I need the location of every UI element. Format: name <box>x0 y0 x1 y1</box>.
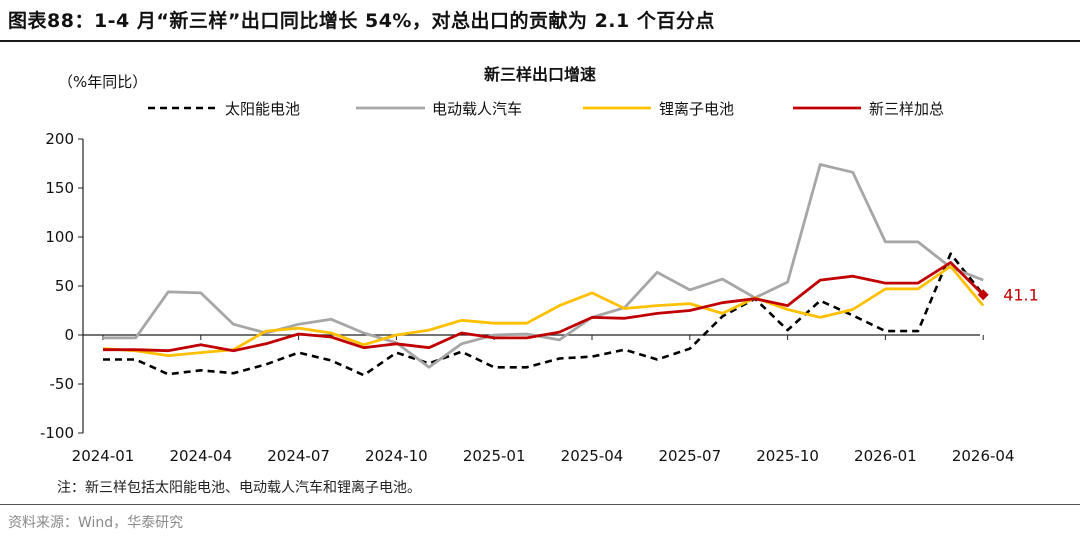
series-line-3 <box>102 264 985 358</box>
chart-note: 注：新三样包括太阳能电池、电动载人汽车和锂离子电池。 <box>57 480 421 496</box>
y-tick-label: 100 <box>45 228 74 246</box>
figure-title: 图表88：1-4 月“新三样”出口同比增长 54%，对总出口的贡献为 2.1 个… <box>8 10 715 32</box>
annotation-marker <box>977 289 989 301</box>
y-tick-label: 150 <box>45 179 74 197</box>
x-tick-label: 2024-10 <box>365 447 428 465</box>
x-tick-label: 2026-04 <box>952 447 1015 465</box>
series-line-2 <box>103 163 984 369</box>
x-tick-label: 2025-04 <box>561 447 624 465</box>
x-tick-label: 2025-07 <box>658 447 721 465</box>
legend-label-3: 锂离子电池 <box>659 100 734 118</box>
legend-label-4: 新三样加总 <box>869 100 944 118</box>
annotation-group: 41.1 <box>977 286 1039 305</box>
series-line-4 <box>103 261 985 353</box>
series-line-1 <box>103 252 985 377</box>
annotation-label: 41.1 <box>1003 286 1039 305</box>
y-tick-label: 50 <box>55 277 74 295</box>
series-group <box>102 163 985 377</box>
legend: 太阳能电池 电动载人汽车 锂离子电池 新三样加总 <box>148 100 944 118</box>
legend-label-1: 太阳能电池 <box>225 100 300 118</box>
x-tick-label: 2024-07 <box>267 447 330 465</box>
axes: -100 -50 0 50 100 150 200 2024-01 2024-04 2024-07… <box>40 130 1015 465</box>
line-chart: 新三样出口增速 （%年同比） 太阳能电池 电动载人汽车 锂离子电池 新三样加总 -10… <box>40 65 1039 465</box>
y-tick-label: 200 <box>45 130 74 148</box>
x-tick-label: 2025-01 <box>463 447 526 465</box>
y-tick-label: -50 <box>50 375 75 393</box>
y-tick-label: -100 <box>40 424 74 442</box>
x-tick-label: 2024-01 <box>72 447 135 465</box>
x-tick-label: 2024-04 <box>169 447 232 465</box>
x-tick-label: 2025-10 <box>756 447 819 465</box>
legend-label-2: 电动载人汽车 <box>432 100 522 118</box>
title-divider <box>0 40 1080 42</box>
source-text: 资料来源：Wind，华泰研究 <box>8 515 184 531</box>
x-tick-label: 2026-01 <box>854 447 917 465</box>
y-axis-label: （%年同比） <box>58 73 147 91</box>
y-tick-label: 0 <box>64 326 74 344</box>
chart-title: 新三样出口增速 <box>484 65 596 84</box>
bottom-divider <box>0 504 1080 505</box>
